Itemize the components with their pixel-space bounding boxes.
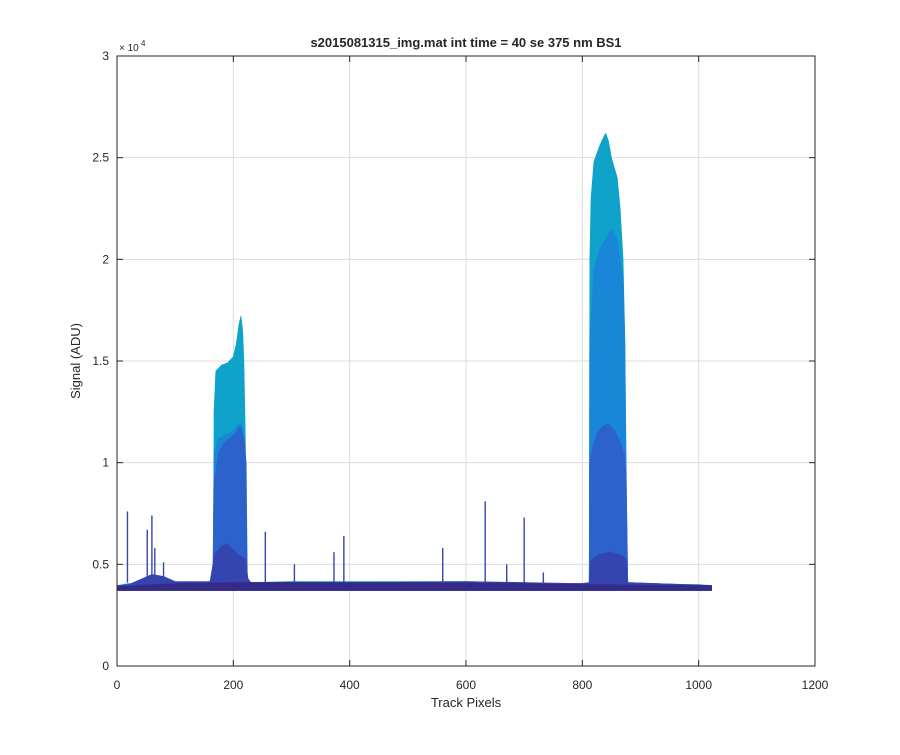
y-tick-label: 2 bbox=[102, 252, 109, 266]
y-exponent-label: × 10 4 bbox=[119, 39, 146, 54]
x-tick-label: 1000 bbox=[685, 678, 712, 692]
series-trace-5 bbox=[117, 582, 712, 591]
y-axis-label: Signal (ADU) bbox=[68, 323, 83, 399]
y-exponent-power: 4 bbox=[141, 39, 146, 48]
x-axis-label: Track Pixels bbox=[431, 695, 502, 710]
x-tick-label: 200 bbox=[223, 678, 243, 692]
x-tick-label: 400 bbox=[340, 678, 360, 692]
y-tick-label: 2.5 bbox=[92, 151, 109, 165]
x-tick-label: 600 bbox=[456, 678, 476, 692]
x-axis-ticks: 0 200 400 600 800 1000 1200 bbox=[114, 56, 829, 692]
x-tick-label: 1200 bbox=[802, 678, 829, 692]
y-tick-label: 0 bbox=[102, 659, 109, 673]
x-tick-label: 800 bbox=[572, 678, 592, 692]
y-tick-label: 1.5 bbox=[92, 354, 109, 368]
series-layer bbox=[117, 132, 712, 591]
y-tick-label: 3 bbox=[102, 49, 109, 63]
y-axis-ticks: 0 0.5 1 1.5 2 2.5 3 bbox=[92, 49, 815, 673]
y-tick-label: 0.5 bbox=[92, 557, 109, 571]
x-tick-label: 0 bbox=[114, 678, 121, 692]
y-tick-label: 1 bbox=[102, 456, 109, 470]
spike-layer bbox=[126, 501, 545, 583]
y-exponent-base: × 10 bbox=[119, 43, 139, 54]
chart-title: s2015081315_img.mat int time = 40 se 375… bbox=[310, 35, 621, 50]
